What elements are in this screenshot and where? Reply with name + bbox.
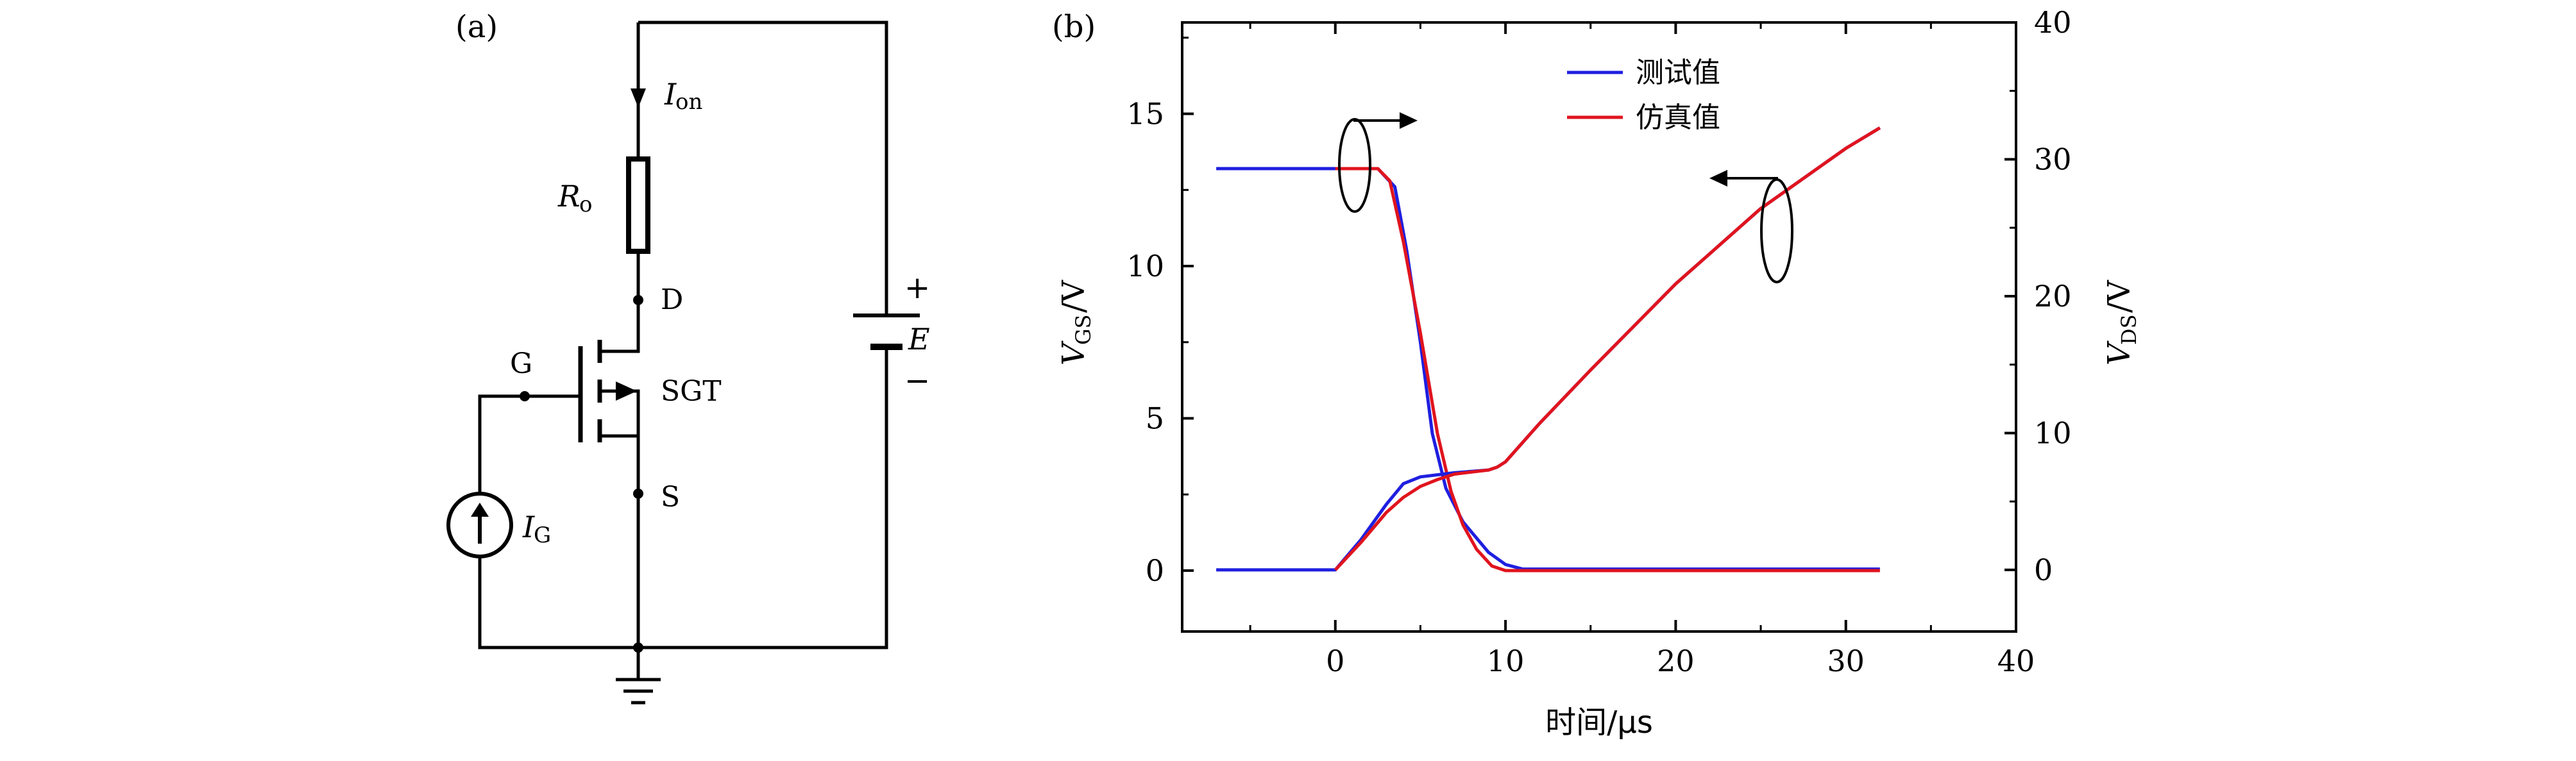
panel-b-label: (b): [1052, 9, 1096, 45]
current-source-arrow-icon: [471, 503, 489, 517]
ig-subscript: G: [534, 523, 551, 548]
y-left-tick-label: 0: [1146, 553, 1164, 588]
x-tick-label: 40: [1997, 644, 2035, 678]
y-right-tick-label: 20: [2034, 279, 2072, 314]
series-layer: [1216, 126, 1881, 573]
y-left-title-unit: /V: [1056, 280, 1092, 313]
circuit-wires: [478, 21, 888, 680]
y-right-tick-label: 10: [2034, 415, 2072, 450]
drain-label: D: [661, 283, 683, 316]
vds-annotation-ellipse: [1760, 178, 1793, 283]
y-right-title-unit: /V: [2101, 280, 2137, 313]
x-tick-label: 0: [1326, 644, 1344, 678]
legend-label-measured: 测试值: [1636, 56, 1720, 89]
y-left-tick-label: 5: [1146, 401, 1164, 436]
current-arrow-icon: [631, 88, 646, 108]
panel-b-chart: (b) 0 10 20 30 40 0 5 10 15 0 10 20 30 40 测试值 仿真值 时…: [1052, 5, 2141, 740]
series-line-vgs-measured: [1216, 167, 1880, 571]
battery-minus: −: [904, 363, 930, 399]
ion-symbol: I: [664, 77, 677, 112]
y-left-axis-title: V GS /V: [1056, 280, 1096, 365]
wire-drain-stub: [600, 300, 640, 353]
series-line-vgs-simulated: [1335, 167, 1880, 573]
battery-symbol: E: [908, 322, 930, 356]
panel-a-label: (a): [455, 9, 498, 45]
resistor-ro: [626, 156, 650, 254]
legend-label-simulated: 仿真值: [1636, 101, 1720, 134]
wire-source-stub: [600, 389, 640, 494]
gate-node: [520, 391, 530, 401]
source-label: S: [661, 481, 680, 514]
vgs-annotation-line: [1353, 119, 1402, 122]
body-arrow-icon: [616, 381, 637, 401]
series-line-vds-simulated: [1334, 126, 1881, 571]
legend: 测试值 仿真值: [1567, 56, 1720, 134]
vgs-annotation-ellipse: [1338, 118, 1371, 213]
ground-icon: [616, 678, 661, 705]
wire-top-right: [638, 21, 888, 315]
y-left-tick-label: 15: [1126, 97, 1164, 131]
y-right-axis: 0 10 20 30 40: [2004, 5, 2072, 587]
ro-symbol: R: [557, 179, 580, 213]
y-right-tick-label: 40: [2034, 5, 2072, 40]
wire-gate: [478, 394, 580, 494]
vds-arrow-left-icon: [1709, 170, 1727, 187]
y-right-axis-title: V DS /V: [2101, 280, 2141, 365]
annotation-vgs: [1338, 112, 1418, 213]
source-node: [633, 489, 643, 499]
vgs-arrow-right-icon: [1400, 112, 1418, 129]
x-tick-label: 10: [1487, 644, 1525, 678]
y-left-title-main: V: [1056, 340, 1092, 365]
battery-plus: +: [904, 270, 930, 306]
y-right-tick-label: 30: [2034, 142, 2072, 176]
x-tick-label: 20: [1657, 644, 1695, 678]
y-right-tick-label: 0: [2034, 553, 2053, 587]
wire-bottom-left: [478, 556, 638, 649]
y-left-axis: 0 5 10 15: [1126, 37, 1194, 588]
ion-subscript: on: [675, 89, 702, 115]
y-left-tick-label: 10: [1126, 249, 1164, 283]
gate-label: G: [510, 347, 532, 380]
y-right-title-sub: DS: [2117, 314, 2141, 345]
ground-node: [633, 642, 643, 653]
annotation-vds: [1709, 170, 1793, 283]
drain-node: [633, 295, 643, 305]
vds-annotation-line: [1725, 177, 1778, 180]
ig-symbol: I: [522, 510, 535, 544]
x-tick-label: 30: [1827, 644, 1865, 678]
wire-right-return: [638, 347, 888, 649]
y-right-title-main: V: [2101, 340, 2137, 365]
plot-frame: [1181, 21, 2017, 633]
x-axis-title: 时间/μs: [1545, 705, 1653, 740]
ro-subscript: o: [579, 192, 592, 217]
device-label: SGT: [661, 375, 722, 408]
x-axis: 0 10 20 30 40: [1249, 22, 2035, 678]
sgt-transistor: [578, 340, 637, 442]
panel-a-circuit: (a) I on R o D: [446, 9, 930, 705]
y-left-title-sub: GS: [1071, 315, 1096, 345]
